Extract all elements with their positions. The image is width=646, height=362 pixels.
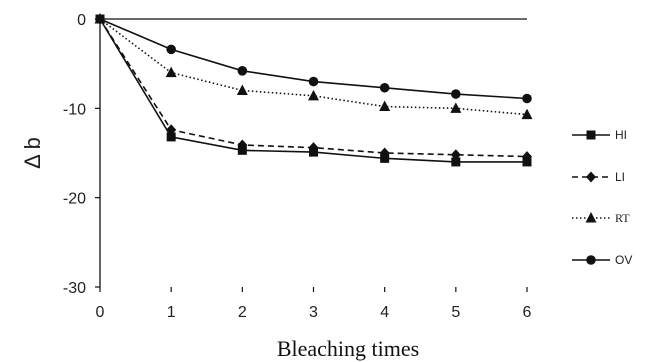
data-point xyxy=(236,84,248,95)
y-axis-title: Δ b xyxy=(20,137,45,169)
data-point xyxy=(451,157,461,167)
legend-label: HI xyxy=(615,128,627,142)
data-point xyxy=(308,142,319,154)
legend-label: RT xyxy=(615,211,630,225)
x-tick-label: 4 xyxy=(380,304,389,321)
data-point xyxy=(379,147,390,159)
data-point xyxy=(451,89,461,99)
y-tick-label: 0 xyxy=(77,12,86,29)
data-point xyxy=(166,124,177,136)
tick-labels: 0 -10 -20 -30 0 1 2 3 4 5 6 xyxy=(63,12,532,321)
series-line xyxy=(99,18,528,158)
data-point xyxy=(522,151,532,163)
data-point xyxy=(308,76,319,87)
x-tick-label: 1 xyxy=(167,304,176,321)
x-tick-label: 5 xyxy=(451,304,460,321)
series-line xyxy=(99,18,528,100)
x-tick-label: 3 xyxy=(309,304,318,321)
data-point xyxy=(237,139,248,151)
data-point xyxy=(166,44,176,55)
data-point xyxy=(237,66,248,76)
legend-marker xyxy=(586,255,596,265)
data-point xyxy=(521,108,533,120)
series-rt xyxy=(94,13,533,120)
legend-marker xyxy=(585,212,597,223)
legend: HI LI RT OV xyxy=(572,128,632,267)
x-tick-label: 2 xyxy=(238,304,247,321)
data-point xyxy=(95,14,105,24)
legend-label: OV xyxy=(615,253,632,267)
data-point xyxy=(308,89,319,101)
y-tick-label: -30 xyxy=(63,280,86,297)
x-tick-label: 6 xyxy=(523,304,532,321)
data-point xyxy=(450,102,462,113)
legend-item-li: LI xyxy=(572,170,625,184)
data-point xyxy=(379,82,390,93)
legend-label: LI xyxy=(615,170,625,184)
series-group xyxy=(94,13,533,167)
data-point xyxy=(522,93,532,104)
x-tick-label: 0 xyxy=(96,304,105,321)
data-point xyxy=(450,149,461,161)
data-point xyxy=(379,100,391,112)
y-tick-label: -10 xyxy=(63,101,86,118)
data-point xyxy=(166,132,176,142)
series-ov xyxy=(95,14,532,104)
legend-item-ov: OV xyxy=(572,253,632,267)
y-tick-label: -20 xyxy=(63,191,86,208)
legend-item-rt: RT xyxy=(572,211,630,225)
legend-item-hi: HI xyxy=(572,128,627,142)
legend-marker xyxy=(586,130,596,140)
series-li xyxy=(95,13,532,163)
x-axis-title: Bleaching times xyxy=(277,336,419,361)
legend-marker xyxy=(586,171,596,183)
data-point xyxy=(165,66,177,78)
axes xyxy=(95,18,528,292)
